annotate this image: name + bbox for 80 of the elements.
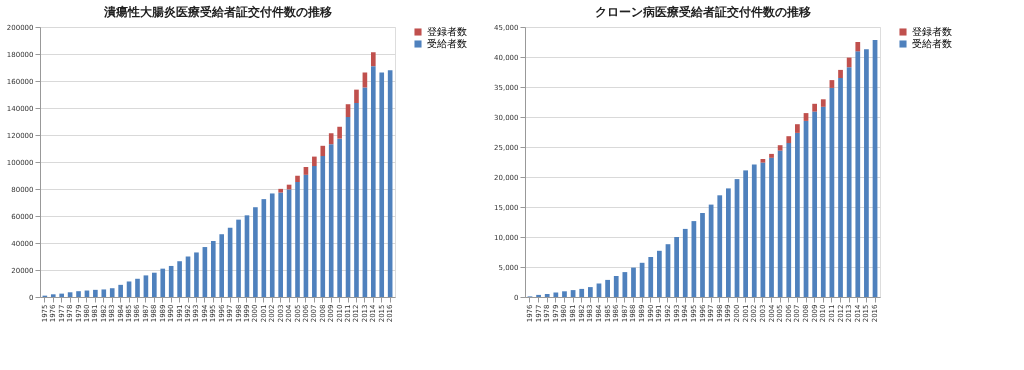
bar — [795, 132, 800, 297]
bar — [328, 144, 334, 297]
bar — [236, 219, 241, 297]
bar — [354, 89, 359, 104]
bar — [67, 292, 73, 297]
bar — [795, 124, 800, 133]
bar — [371, 52, 376, 67]
bar — [717, 195, 723, 297]
bar — [93, 289, 98, 297]
bar — [846, 57, 852, 68]
bar — [631, 267, 636, 297]
legend-label: 受給者数 — [912, 38, 952, 49]
bar — [278, 192, 283, 297]
bar — [219, 234, 225, 297]
bar — [786, 143, 792, 297]
bar — [553, 292, 559, 297]
bar — [253, 207, 258, 297]
bar — [743, 170, 749, 297]
bar — [194, 252, 199, 297]
bar — [769, 153, 774, 158]
bar — [320, 156, 326, 297]
bar — [354, 103, 359, 297]
bar — [295, 181, 300, 297]
bar — [777, 145, 783, 151]
bar — [269, 193, 275, 297]
bar — [328, 133, 334, 145]
bar — [648, 257, 654, 297]
bar — [587, 287, 593, 297]
bar — [777, 150, 783, 297]
bar — [760, 159, 766, 163]
bar — [312, 166, 317, 297]
bar — [751, 164, 757, 297]
bar — [820, 106, 826, 297]
bar — [295, 175, 300, 182]
legend-label: 受給者数 — [427, 38, 467, 49]
bar — [320, 145, 326, 157]
bar — [838, 69, 843, 78]
bar — [371, 66, 376, 297]
bar — [605, 279, 610, 297]
bar — [337, 138, 342, 297]
bar — [726, 188, 731, 297]
bar — [846, 67, 852, 297]
bar — [337, 126, 342, 139]
bar — [379, 72, 385, 297]
legend-label: 登録者数 — [427, 26, 467, 37]
bar — [855, 42, 861, 52]
bar — [864, 49, 869, 297]
bar — [820, 99, 826, 107]
bar — [50, 294, 56, 297]
bar — [786, 136, 792, 144]
bar — [579, 288, 585, 297]
chart-title: 潰瘍性大腸炎医療受給者証交付件数の推移 — [102, 5, 332, 19]
bar — [118, 284, 123, 297]
bar — [769, 157, 774, 297]
bar — [109, 288, 115, 297]
bar — [812, 111, 818, 297]
bar — [278, 188, 283, 193]
chart-title: クローン病医療受給者証交付件数の推移 — [594, 5, 811, 19]
bar — [76, 291, 81, 297]
bar — [562, 291, 567, 297]
bar — [855, 51, 861, 297]
bar — [160, 268, 166, 297]
bar — [674, 237, 679, 297]
legend-label: 登録者数 — [912, 26, 952, 37]
bar — [544, 294, 550, 297]
bar — [700, 213, 705, 297]
bar — [312, 156, 317, 167]
bar — [135, 278, 140, 297]
bar — [622, 272, 628, 297]
bar — [838, 78, 843, 297]
bar — [812, 103, 818, 112]
bar — [59, 293, 64, 297]
bar — [101, 289, 107, 297]
bar — [210, 240, 216, 297]
bar — [152, 272, 157, 297]
bar — [682, 228, 688, 297]
bar — [536, 294, 541, 297]
bar — [656, 250, 662, 297]
bar — [613, 276, 619, 297]
bar — [177, 261, 182, 297]
